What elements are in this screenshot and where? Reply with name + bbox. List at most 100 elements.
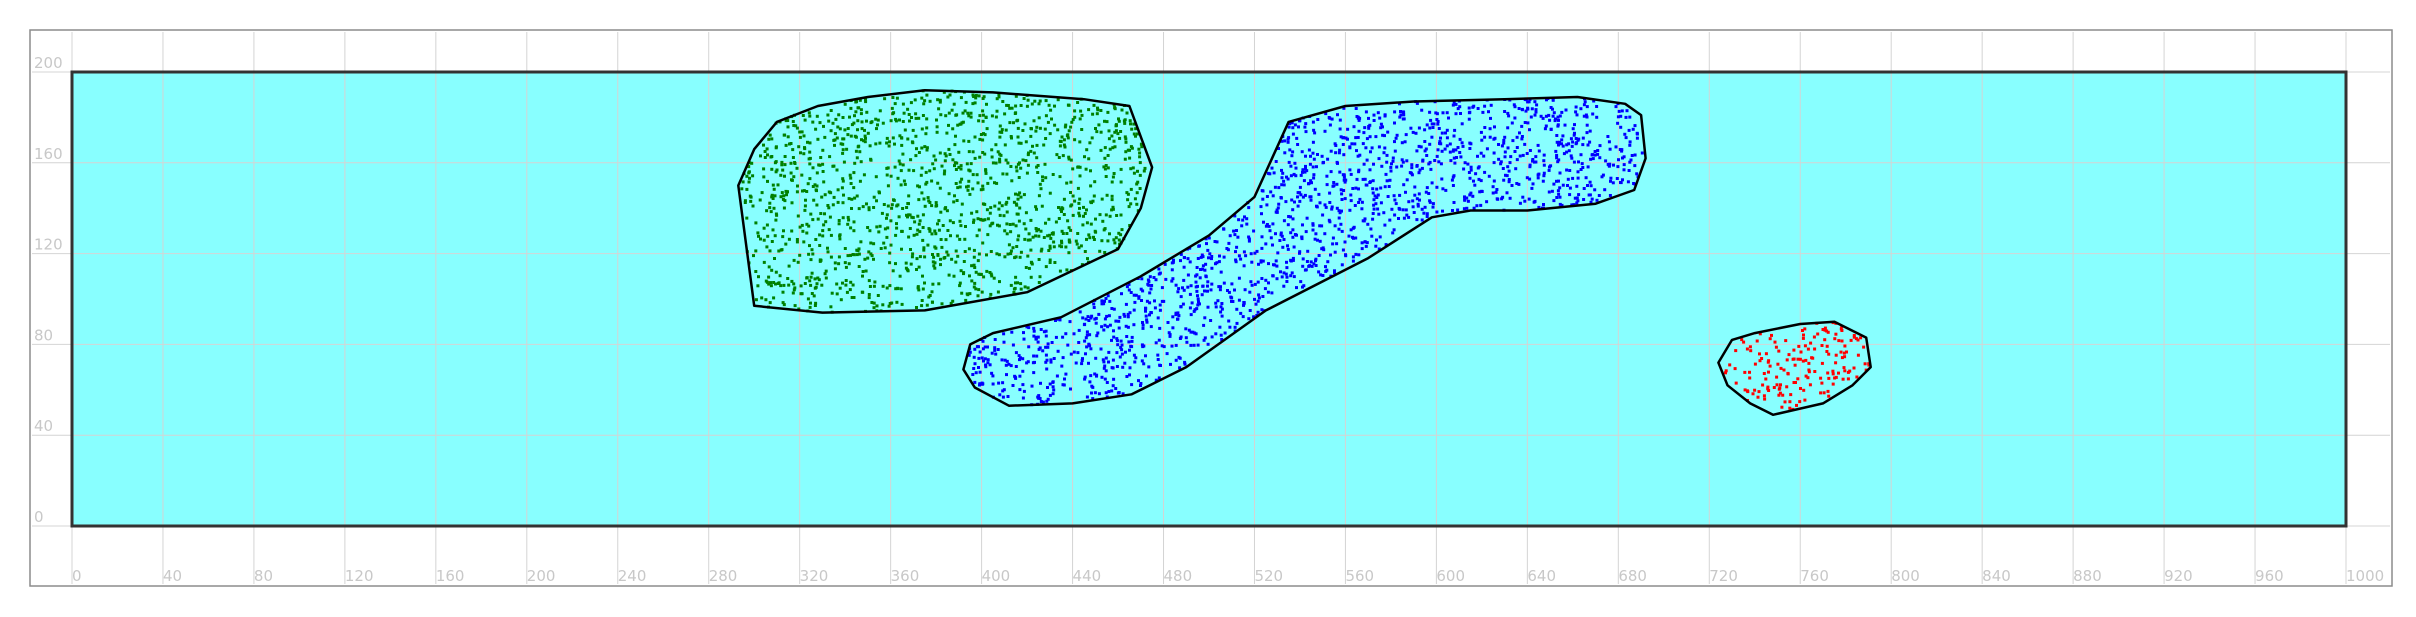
scatter-point <box>1107 314 1111 318</box>
scatter-point <box>923 255 927 259</box>
scatter-point <box>1005 222 1009 226</box>
scatter-point <box>1233 233 1237 237</box>
scatter-point <box>1061 232 1065 235</box>
scatter-point <box>1448 150 1452 154</box>
scatter-point <box>1100 325 1104 329</box>
scatter-point <box>972 263 976 267</box>
scatter-point <box>1760 357 1764 360</box>
scatter-point <box>806 140 809 144</box>
scatter-point <box>1092 194 1096 198</box>
scatter-point <box>1361 177 1365 181</box>
scatter-point <box>1237 276 1241 280</box>
scatter-point <box>1415 218 1419 222</box>
scatter-point <box>1154 341 1158 345</box>
scatter-point <box>1807 370 1811 374</box>
scatter-point <box>778 274 782 278</box>
scatter-point <box>1385 153 1389 157</box>
scatter-point <box>781 235 785 239</box>
scatter-point <box>774 145 778 149</box>
scatter-point <box>1577 193 1581 197</box>
scatter-point <box>1110 307 1114 310</box>
scatter-point <box>852 121 856 125</box>
scatter-point <box>785 193 788 197</box>
scatter-point <box>1135 132 1139 136</box>
scatter-point <box>954 260 958 264</box>
scatter-point <box>1146 282 1150 286</box>
scatter-point <box>1236 235 1240 239</box>
scatter-point <box>1169 362 1172 366</box>
scatter-point <box>795 166 799 170</box>
scatter-point <box>1264 242 1268 246</box>
scatter-point <box>1786 372 1790 376</box>
scatter-point <box>1301 285 1304 289</box>
scatter-point <box>1210 266 1214 270</box>
scatter-point <box>1417 144 1421 148</box>
scatter-point <box>1081 223 1085 227</box>
scatter-point <box>1371 217 1375 221</box>
scatter-point <box>1017 176 1021 179</box>
scatter-point <box>1428 199 1432 203</box>
scatter-point <box>997 95 1001 99</box>
scatter-point <box>792 282 796 286</box>
scatter-point <box>1269 236 1273 240</box>
scatter-point <box>1555 134 1559 137</box>
scatter-point <box>870 254 874 258</box>
scatter-point <box>932 255 936 259</box>
scatter-point <box>1110 198 1114 202</box>
scatter-point <box>1361 142 1365 146</box>
scatter-point <box>1616 165 1620 169</box>
scatter-point <box>1320 154 1324 158</box>
scatter-point <box>1178 356 1182 360</box>
scatter-point <box>1105 120 1109 124</box>
scatter-point <box>1210 335 1214 339</box>
scatter-point <box>1154 378 1158 382</box>
scatter-point <box>1047 103 1051 107</box>
scatter-point <box>1576 199 1580 203</box>
scatter-point <box>1342 178 1346 182</box>
scatter-point <box>1147 365 1151 369</box>
scatter-point <box>898 118 901 122</box>
scatter-point <box>1329 253 1332 257</box>
scatter-point <box>1203 316 1207 320</box>
scatter-point <box>850 296 854 299</box>
scatter-point <box>1859 336 1863 340</box>
scatter-point <box>1820 344 1824 347</box>
scatter-point <box>1542 203 1545 206</box>
scatter-point <box>1052 240 1056 244</box>
scatter-point <box>821 170 825 173</box>
scatter-point <box>1037 116 1041 120</box>
scatter-point <box>1083 339 1087 343</box>
scatter-point <box>1112 335 1116 339</box>
scatter-point <box>922 102 926 106</box>
scatter-point <box>1444 188 1448 192</box>
scatter-point <box>1596 149 1600 152</box>
scatter-point <box>1102 328 1106 332</box>
scatter-point <box>1087 233 1091 237</box>
scatter-point <box>1303 268 1307 272</box>
scatter-point <box>1289 258 1293 262</box>
scatter-point <box>1825 344 1829 348</box>
scatter-point <box>858 150 862 154</box>
scatter-point <box>808 141 812 145</box>
scatter-point <box>1311 165 1315 169</box>
scatter-point <box>745 216 749 220</box>
scatter-point <box>1014 224 1018 228</box>
scatter-point <box>1076 101 1080 104</box>
scatter-point <box>849 106 853 110</box>
scatter-point <box>795 190 799 194</box>
scatter-point <box>1128 224 1132 227</box>
scatter-point <box>1301 195 1305 199</box>
scatter-point <box>867 208 871 212</box>
scatter-point <box>842 160 846 164</box>
scatter-point <box>994 115 998 119</box>
scatter-point <box>1156 353 1160 357</box>
scatter-point <box>781 168 785 172</box>
scatter-point <box>1555 140 1559 144</box>
scatter-point <box>1171 260 1175 264</box>
scatter-point <box>1286 247 1290 251</box>
scatter-point <box>1277 186 1281 190</box>
scatter-point <box>1368 135 1372 139</box>
scatter-point <box>1047 249 1051 252</box>
scatter-point <box>1525 176 1529 180</box>
scatter-point <box>1411 205 1415 209</box>
